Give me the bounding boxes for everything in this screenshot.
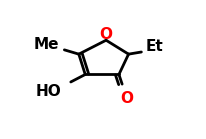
Text: O: O <box>99 27 112 42</box>
Text: Et: Et <box>145 39 162 54</box>
Text: O: O <box>120 90 133 106</box>
Text: HO: HO <box>35 84 61 99</box>
Text: Me: Me <box>34 37 59 52</box>
